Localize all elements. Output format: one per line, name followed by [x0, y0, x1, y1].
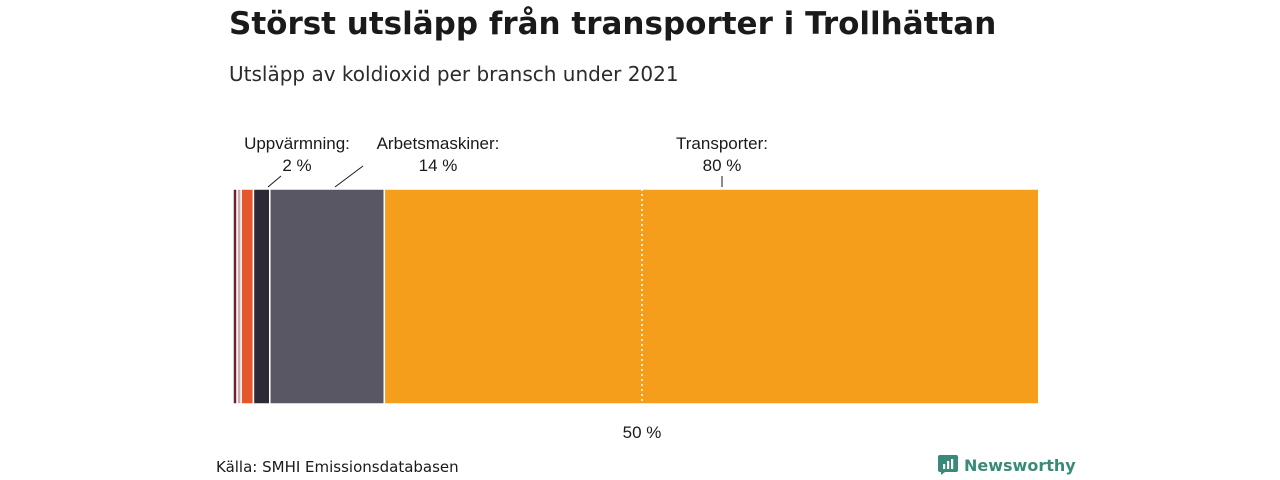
brand-name: Newsworthy [964, 455, 1076, 475]
chart-subtitle: Utsläpp av koldioxid per bransch under 2… [229, 62, 679, 86]
source-note: Källa: SMHI Emissionsdatabasen [216, 458, 459, 476]
bar-segment-4 [269, 188, 386, 405]
segment-label-5: Transporter: [676, 134, 768, 153]
bar-segment-5 [383, 188, 1040, 405]
newsworthy-logo-icon [938, 455, 958, 475]
reference-line-label: 50 % [623, 423, 662, 442]
stacked-bar-chart: 50 % Uppvärmning: 2 % Arbetsmaskiner: 14 % Tr… [232, 134, 1040, 442]
chart-title: Störst utsläpp från transporter i Trollh… [229, 6, 997, 42]
leader-line-4 [334, 165, 364, 188]
bar-segment-2 [240, 188, 255, 405]
brand-logo: Newsworthy [938, 455, 1076, 475]
bar-segment-3 [252, 188, 271, 405]
segment-value-5: 80 % [703, 156, 742, 175]
segment-value-4: 14 % [419, 156, 458, 175]
segment-label-4: Arbetsmaskiner: [377, 134, 500, 153]
segment-label-3: Uppvärmning: [244, 134, 350, 153]
segment-value-3: 2 % [282, 156, 311, 175]
leader-line-3 [267, 175, 282, 188]
